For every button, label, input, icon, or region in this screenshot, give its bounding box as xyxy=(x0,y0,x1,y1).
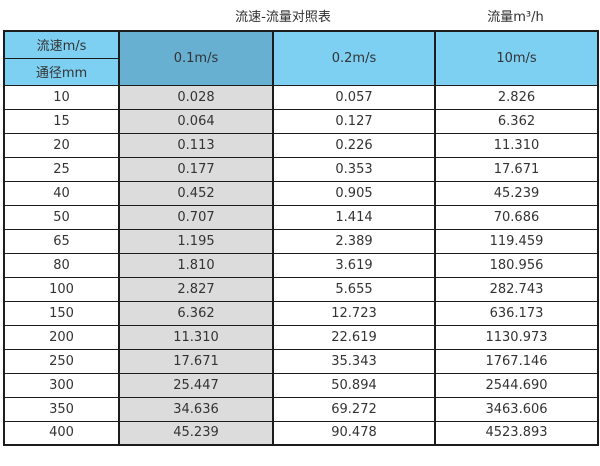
velocity-header-0-1: 0.1m/s xyxy=(118,30,274,86)
flow-cell: 6.362 xyxy=(434,108,599,134)
flow-unit-label: 流量m³/h xyxy=(487,10,544,25)
table-row: 40 0.452 0.905 45.239 xyxy=(3,180,599,206)
diameter-cell: 65 xyxy=(3,228,120,254)
flow-cell: 1130.973 xyxy=(434,324,599,350)
flow-cell: 50.894 xyxy=(272,372,436,398)
flow-cell: 17.671 xyxy=(434,156,599,182)
flow-cell: 2544.690 xyxy=(434,372,599,398)
diameter-cell: 400 xyxy=(3,420,120,446)
flow-cell: 2.826 xyxy=(434,84,599,110)
diameter-cell: 150 xyxy=(3,300,120,326)
flow-cell: 17.671 xyxy=(118,348,274,374)
flow-cell: 0.452 xyxy=(118,180,274,206)
header-row-diameter: 通径mm xyxy=(3,57,598,86)
flow-cell: 1.414 xyxy=(272,204,436,230)
table-row: 400 45.239 90.478 4523.893 xyxy=(3,420,599,446)
diameter-cell: 80 xyxy=(3,252,120,278)
table-row: 15 0.064 0.127 6.362 xyxy=(3,108,599,134)
table-row: 350 34.636 69.272 3463.606 xyxy=(3,396,599,422)
flow-cell: 0.064 xyxy=(118,108,274,134)
diameter-cell: 15 xyxy=(3,108,120,134)
diameter-cell: 25 xyxy=(3,156,120,182)
flow-cell: 4523.893 xyxy=(434,420,599,446)
diameter-cell: 20 xyxy=(3,132,120,158)
table-row: 80 1.810 3.619 180.956 xyxy=(3,252,599,278)
flow-cell: 90.478 xyxy=(272,420,436,446)
flow-cell: 1.810 xyxy=(118,252,274,278)
flow-cell: 0.113 xyxy=(118,132,274,158)
header-row-velocity: 流速m/s 0.1m/s 0.2m/s 10m/s xyxy=(3,30,599,86)
diameter-cell: 50 xyxy=(3,204,120,230)
flow-cell: 11.310 xyxy=(434,132,599,158)
diameter-cell: 250 xyxy=(3,348,120,374)
diameter-cell: 100 xyxy=(3,276,120,302)
flow-cell: 0.226 xyxy=(272,132,436,158)
flow-cell: 3.619 xyxy=(272,252,436,278)
flow-cell: 35.343 xyxy=(272,348,436,374)
flow-cell: 0.905 xyxy=(272,180,436,206)
diameter-cell: 10 xyxy=(3,84,120,110)
velocity-header-0-2: 0.2m/s xyxy=(272,30,436,86)
velocity-header-10: 10m/s xyxy=(434,30,599,86)
table-row: 10 0.028 0.057 2.826 xyxy=(3,84,599,110)
table-row: 65 1.195 2.389 119.459 xyxy=(3,228,599,254)
diameter-cell: 350 xyxy=(3,396,120,422)
page-title: 流速-流量对照表 xyxy=(235,10,331,25)
flow-cell: 0.028 xyxy=(118,84,274,110)
flow-cell: 1.195 xyxy=(118,228,274,254)
table-row: 100 2.827 5.655 282.743 xyxy=(3,276,599,302)
flow-cell: 45.239 xyxy=(118,420,274,446)
diameter-cell: 40 xyxy=(3,180,120,206)
flow-cell: 22.619 xyxy=(272,324,436,350)
flow-cell: 119.459 xyxy=(434,228,599,254)
table-row: 50 0.707 1.414 70.686 xyxy=(3,204,599,230)
flow-cell: 12.723 xyxy=(272,300,436,326)
flow-cell: 180.956 xyxy=(434,252,599,278)
table-row: 300 25.447 50.894 2544.690 xyxy=(3,372,599,398)
diameter-cell: 200 xyxy=(3,324,120,350)
flow-cell: 25.447 xyxy=(118,372,274,398)
corner-diameter-label: 通径mm xyxy=(3,57,120,86)
flow-cell: 1767.146 xyxy=(434,348,599,374)
flow-cell: 282.743 xyxy=(434,276,599,302)
flow-cell: 3463.606 xyxy=(434,396,599,422)
flow-cell: 2.827 xyxy=(118,276,274,302)
corner-velocity-label: 流速m/s xyxy=(3,30,120,59)
flow-cell: 34.636 xyxy=(118,396,274,422)
flow-rate-table: 流速m/s 0.1m/s 0.2m/s 10m/s 通径mm 10 0.028 … xyxy=(3,30,599,446)
flow-cell: 45.239 xyxy=(434,180,599,206)
flow-cell: 0.707 xyxy=(118,204,274,230)
table-row: 250 17.671 35.343 1767.146 xyxy=(3,348,599,374)
flow-cell: 69.272 xyxy=(272,396,436,422)
diameter-cell: 300 xyxy=(3,372,120,398)
flow-cell: 0.057 xyxy=(272,84,436,110)
flow-cell: 70.686 xyxy=(434,204,599,230)
flow-cell: 6.362 xyxy=(118,300,274,326)
flow-cell: 0.177 xyxy=(118,156,274,182)
flow-cell: 636.173 xyxy=(434,300,599,326)
flow-cell: 0.353 xyxy=(272,156,436,182)
table-row: 150 6.362 12.723 636.173 xyxy=(3,300,599,326)
flow-cell: 2.389 xyxy=(272,228,436,254)
flow-cell: 11.310 xyxy=(118,324,274,350)
flow-cell: 5.655 xyxy=(272,276,436,302)
table-row: 200 11.310 22.619 1130.973 xyxy=(3,324,599,350)
table-row: 20 0.113 0.226 11.310 xyxy=(3,132,599,158)
table-row: 25 0.177 0.353 17.671 xyxy=(3,156,599,182)
flow-cell: 0.127 xyxy=(272,108,436,134)
